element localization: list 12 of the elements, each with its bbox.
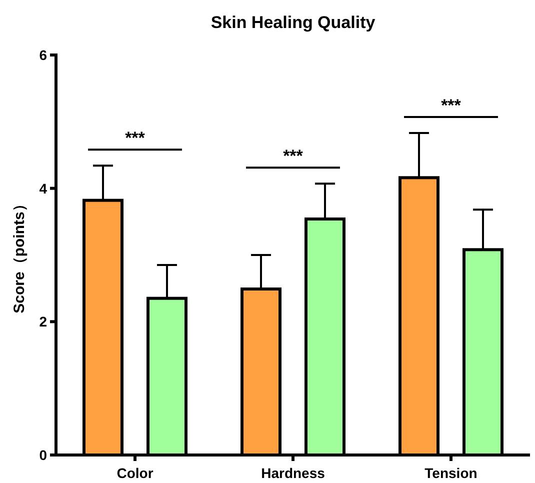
y-tick-label: 2: [39, 314, 48, 330]
chart-title: Skin Healing Quality: [210, 13, 376, 32]
y-axis-title: Score（points）: [11, 196, 28, 314]
y-tick-label: 0: [39, 447, 48, 463]
y-tick-label: 6: [39, 47, 48, 63]
annotation: ***: [125, 128, 146, 148]
y-tick-label: 4: [39, 180, 48, 196]
annotation: ***: [441, 96, 462, 115]
x-tick-label: Hardness: [261, 465, 326, 481]
x-tick-label: Color: [116, 465, 154, 481]
annotation: ***: [283, 146, 304, 166]
x-tick-label: Tension: [424, 465, 478, 481]
